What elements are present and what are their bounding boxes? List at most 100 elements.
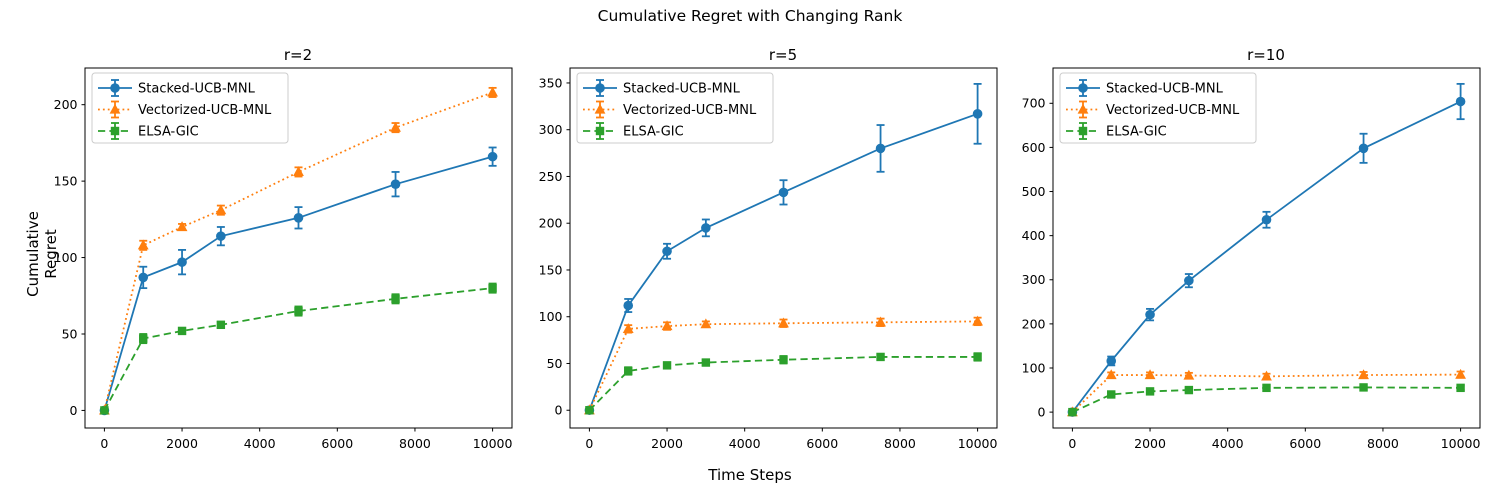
x-tick-label: 10000 bbox=[473, 436, 513, 451]
y-tick-label: 500 bbox=[1022, 184, 1046, 199]
legend: Stacked-UCB-MNL Vectorized-UCB-MNL ELSA-GI… bbox=[576, 72, 774, 144]
x-tick-label: 10000 bbox=[958, 436, 998, 451]
data-point-marker bbox=[1455, 368, 1466, 379]
y-tick-label: 0 bbox=[70, 403, 78, 418]
series-vectorized-ucb-mnl bbox=[1067, 368, 1466, 417]
data-point-marker bbox=[662, 361, 672, 370]
x-tick-label: 0 bbox=[1068, 436, 1076, 451]
y-tick-label: 200 bbox=[539, 216, 563, 231]
legend-entry-stacked-ucb-mnl: Stacked-UCB-MNL bbox=[583, 79, 741, 97]
data-point-marker bbox=[1145, 309, 1155, 320]
data-point-marker bbox=[390, 179, 401, 189]
legend-marker bbox=[1078, 83, 1088, 93]
series-elsa-gic bbox=[585, 352, 982, 415]
series-vectorized-ucb-mnl bbox=[99, 86, 498, 415]
axes-frame bbox=[569, 67, 998, 429]
data-point-marker bbox=[779, 355, 788, 364]
legend-label: Vectorized-UCB-MNL bbox=[1106, 103, 1240, 118]
data-point-marker bbox=[138, 272, 149, 283]
data-point-marker bbox=[1184, 275, 1194, 286]
data-point-marker bbox=[1144, 369, 1156, 380]
data-point-marker bbox=[216, 231, 226, 241]
x-axis-ticks: 0 2000 4000 6000 8000 10000 bbox=[100, 428, 513, 451]
data-point-marker bbox=[661, 320, 673, 331]
legend: Stacked-UCB-MNL Vectorized-UCB-MNL ELSA-GI… bbox=[1059, 72, 1257, 144]
data-point-marker bbox=[137, 239, 149, 250]
x-tick-label: 8000 bbox=[1367, 436, 1399, 451]
x-tick-label: 8000 bbox=[884, 436, 916, 451]
legend-label: Vectorized-UCB-MNL bbox=[623, 103, 757, 118]
legend-label: ELSA-GIC bbox=[1106, 125, 1167, 140]
data-point-marker bbox=[1107, 390, 1116, 399]
legend-entry-elsa-gic: ELSA-GIC bbox=[1066, 122, 1167, 140]
data-point-marker bbox=[973, 352, 982, 362]
data-point-marker bbox=[176, 221, 188, 232]
legend-entry-vectorized-ucb-mnl: Vectorized-UCB-MNL bbox=[1066, 100, 1240, 119]
y-tick-label: 150 bbox=[54, 174, 78, 189]
data-point-marker bbox=[487, 86, 498, 97]
data-point-marker bbox=[293, 166, 304, 177]
legend-label: Vectorized-UCB-MNL bbox=[138, 103, 272, 118]
legend-label: ELSA-GIC bbox=[623, 125, 684, 140]
y-tick-label: 400 bbox=[1022, 228, 1046, 243]
data-point-marker bbox=[293, 213, 304, 223]
y-tick-label: 300 bbox=[539, 122, 563, 137]
data-point-marker bbox=[1145, 387, 1155, 396]
y-tick-label: 100 bbox=[539, 309, 563, 324]
x-axis-ticks: 0 2000 4000 6000 8000 10000 bbox=[1068, 428, 1481, 451]
data-point-marker bbox=[1068, 407, 1077, 417]
data-point-marker bbox=[1358, 369, 1369, 380]
y-tick-label: 50 bbox=[547, 356, 563, 371]
legend-entry-vectorized-ucb-mnl: Vectorized-UCB-MNL bbox=[98, 100, 272, 119]
data-point-marker bbox=[701, 358, 711, 367]
data-point-marker bbox=[390, 121, 401, 132]
y-tick-label: 100 bbox=[54, 250, 78, 265]
data-point-marker bbox=[488, 283, 497, 293]
x-tick-label: 2000 bbox=[651, 436, 683, 451]
legend-label: Stacked-UCB-MNL bbox=[138, 82, 256, 97]
legend: Stacked-UCB-MNL Vectorized-UCB-MNL ELSA-GI… bbox=[91, 72, 289, 144]
series-vectorized-ucb-mnl bbox=[584, 315, 983, 415]
x-tick-label: 6000 bbox=[321, 436, 353, 451]
y-tick-label: 200 bbox=[54, 97, 78, 112]
x-tick-label: 4000 bbox=[244, 436, 276, 451]
data-point-marker bbox=[177, 257, 187, 267]
figure-title: Cumulative Regret with Changing Rank bbox=[597, 7, 903, 25]
data-point-marker bbox=[972, 315, 983, 326]
x-tick-label: 2000 bbox=[1134, 436, 1166, 451]
data-point-marker bbox=[972, 109, 983, 119]
legend-label: ELSA-GIC bbox=[138, 125, 199, 140]
data-point-marker bbox=[139, 334, 148, 343]
data-point-marker bbox=[215, 204, 227, 215]
data-point-marker bbox=[1359, 383, 1368, 392]
series-elsa-gic bbox=[1068, 383, 1465, 417]
subplot-title-r5: r=5 bbox=[768, 46, 798, 64]
data-point-marker bbox=[1456, 383, 1465, 393]
legend-box bbox=[91, 72, 289, 144]
x-tick-label: 6000 bbox=[1289, 436, 1321, 451]
series-line bbox=[588, 112, 978, 411]
data-point-marker bbox=[875, 316, 886, 327]
legend-box bbox=[576, 72, 774, 144]
series-stacked-ucb-mnl bbox=[99, 146, 498, 416]
data-point-marker bbox=[1455, 96, 1466, 107]
legend-marker bbox=[109, 103, 121, 114]
data-point-marker bbox=[875, 143, 886, 154]
data-point-marker bbox=[778, 187, 789, 198]
subplot-r5: 0 2000 4000 6000 8000 10000 0 50 100 150 200 250 300… bbox=[539, 67, 998, 451]
legend-marker bbox=[110, 83, 120, 93]
series-line bbox=[1071, 100, 1461, 413]
y-tick-label: 600 bbox=[1022, 140, 1046, 155]
x-axis-ticks: 0 2000 4000 6000 8000 10000 bbox=[585, 428, 998, 451]
x-tick-label: 10000 bbox=[1441, 436, 1481, 451]
y-tick-label: 150 bbox=[539, 262, 563, 277]
y-tick-label: 250 bbox=[539, 169, 563, 184]
legend-marker bbox=[1078, 126, 1088, 136]
data-point-marker bbox=[1261, 370, 1272, 381]
data-point-marker bbox=[622, 323, 634, 333]
series-line bbox=[588, 320, 978, 411]
legend-label: Stacked-UCB-MNL bbox=[623, 82, 741, 97]
legend-marker bbox=[594, 103, 606, 114]
legend-marker bbox=[1077, 103, 1089, 114]
legend-entry-elsa-gic: ELSA-GIC bbox=[98, 122, 199, 140]
